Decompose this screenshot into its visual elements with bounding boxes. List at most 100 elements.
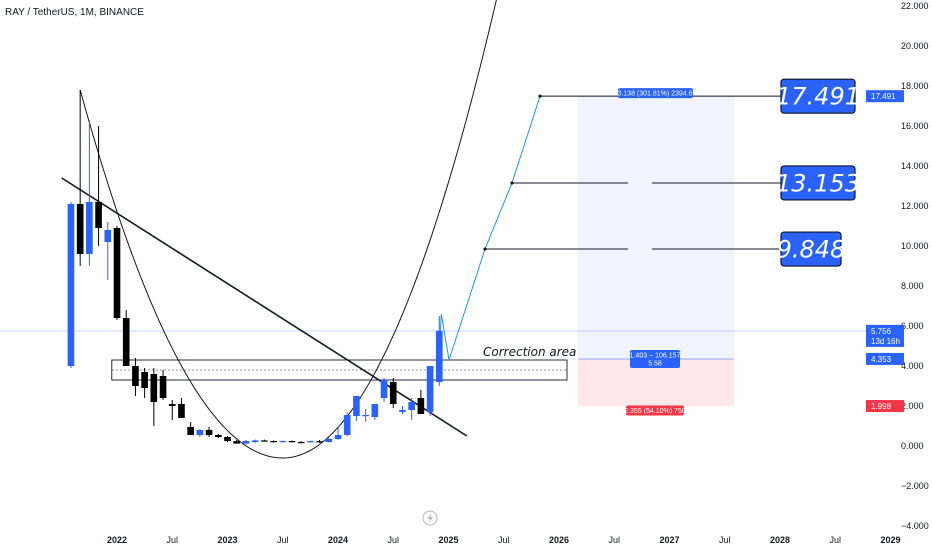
x-tick-label: 2022 — [107, 535, 127, 545]
target-stats-label: 13.138 (301.81%) 2394.69 — [614, 91, 697, 98]
candle-body[interactable] — [113, 228, 121, 318]
candle-body[interactable] — [95, 202, 102, 228]
x-tick-label: 2029 — [880, 535, 900, 545]
candle-body[interactable] — [76, 204, 84, 254]
y-tick-label: 20.000 — [901, 41, 929, 51]
candle-body[interactable] — [426, 366, 434, 412]
target-price-tag — [866, 90, 904, 103]
y-tick-label: 4.000 — [901, 361, 924, 371]
target-levels: 9.848 13.153 17.491 — [483, 78, 860, 267]
candle-body[interactable] — [399, 410, 406, 412]
y-tick-label: 12.000 — [901, 201, 929, 211]
profit-zone[interactable] — [578, 96, 734, 359]
x-tick-label: Jul — [719, 535, 731, 545]
candle-body[interactable] — [168, 404, 176, 406]
candle-body[interactable] — [242, 441, 250, 444]
candle-body[interactable] — [196, 430, 204, 435]
candle-body[interactable] — [270, 441, 277, 443]
x-tick-label: Jul — [829, 535, 841, 545]
candle-body[interactable] — [104, 230, 112, 242]
candle-body[interactable] — [141, 372, 148, 388]
target-box[interactable] — [780, 165, 856, 201]
x-tick-label: Jul — [608, 535, 620, 545]
candle-body[interactable] — [307, 441, 314, 443]
stop-stats-label: 2.355 (54.10%) 750 — [624, 408, 686, 415]
candle-body[interactable] — [86, 202, 93, 254]
candle-body[interactable] — [297, 442, 305, 444]
y-tick-label: 6.000 — [901, 321, 924, 331]
candle-body[interactable] — [132, 366, 139, 386]
candle-body[interactable] — [178, 404, 185, 418]
y-tick-label: 8.000 — [901, 281, 924, 291]
chart-title: RAY / TetherUS, 1M, BINANCE — [5, 7, 144, 18]
candle-body[interactable] — [353, 396, 360, 416]
candle-body[interactable] — [187, 427, 194, 435]
target-value-label: 9.848 — [777, 236, 846, 264]
candle-body[interactable] — [417, 398, 425, 414]
target-box[interactable] — [780, 231, 842, 267]
candle-body[interactable] — [288, 441, 296, 443]
candle-body[interactable] — [362, 415, 369, 417]
x-tick-label: 2024 — [328, 535, 348, 545]
candle-body[interactable] — [325, 439, 333, 442]
x-tick-label: 2027 — [659, 535, 679, 545]
y-tick-label: 16.000 — [901, 121, 929, 131]
x-tick-label: 2026 — [549, 535, 569, 545]
candle-body[interactable] — [380, 380, 388, 398]
candle-body[interactable] — [389, 382, 397, 404]
candle-body[interactable] — [316, 441, 323, 443]
x-tick-label: 2023 — [217, 535, 237, 545]
y-tick-label: −4.000 — [901, 521, 929, 531]
candle-body[interactable] — [224, 437, 231, 441]
current-price-tag — [866, 324, 904, 347]
y-tick-label: 10.000 — [901, 241, 929, 251]
target-value-label: 13.153 — [776, 169, 860, 197]
stop-stats-box — [626, 405, 684, 416]
parabolic-curve[interactable] — [79, 0, 502, 459]
candle-body[interactable] — [67, 204, 75, 366]
y-tick-label: 0.000 — [901, 441, 924, 451]
x-tick-label: 2025 — [438, 535, 458, 545]
entry-price-tag — [866, 352, 904, 365]
y-tick-label: 2.000 — [901, 401, 924, 411]
candle-countdown-label: 13d 16h — [871, 337, 900, 346]
projection-path[interactable] — [438, 96, 541, 361]
stop-price-tag — [866, 400, 904, 413]
candle-body[interactable] — [371, 404, 379, 417]
y-tick-label: 22.000 — [901, 1, 929, 11]
candle-body[interactable] — [150, 374, 158, 402]
candle-body[interactable] — [279, 441, 287, 443]
candle-body[interactable] — [408, 402, 415, 410]
candle-body[interactable] — [159, 376, 167, 398]
x-tick-label: Jul — [277, 535, 289, 545]
entry-price-tag-label: 4.353 — [871, 355, 892, 364]
target-value-label: 17.491 — [776, 83, 860, 111]
x-tick-label: Jul — [498, 535, 510, 545]
candle-body[interactable] — [205, 430, 213, 435]
descending-trendline[interactable] — [61, 177, 468, 437]
y-axis: 22.000 20.000 18.000 16.000 14.000 12.000 10.0… — [901, 1, 929, 531]
lightning-icon[interactable] — [422, 510, 438, 526]
x-tick-label: Jul — [166, 535, 178, 545]
target-price-tag-label: 17.491 — [871, 92, 896, 101]
current-price-tag-label: 5.756 — [871, 327, 892, 336]
candle-body[interactable] — [334, 435, 342, 439]
x-tick-label: Jul — [387, 535, 399, 545]
candle-body[interactable] — [214, 435, 222, 437]
candles — [67, 90, 443, 445]
entry-stats-label: 1.403 − 106.157 — [630, 352, 681, 359]
candle-body[interactable] — [435, 330, 443, 382]
correction-area-label: Correction area — [483, 345, 576, 359]
candle-body[interactable] — [251, 440, 259, 442]
stop-price-tag-label: 1.998 — [871, 402, 892, 411]
candle-body[interactable] — [233, 441, 241, 444]
candle-body[interactable] — [343, 415, 351, 435]
x-axis: 2022 Jul 2023 Jul 2024 Jul 2025 Jul 2026 Jul 2027 J… — [107, 535, 901, 545]
candle-body[interactable] — [261, 440, 268, 442]
y-tick-label: −2.000 — [901, 481, 929, 491]
candle-body[interactable] — [122, 318, 130, 366]
y-tick-label: 18.000 — [901, 81, 929, 91]
x-tick-label: 2028 — [770, 535, 790, 545]
target-box[interactable] — [780, 78, 856, 114]
